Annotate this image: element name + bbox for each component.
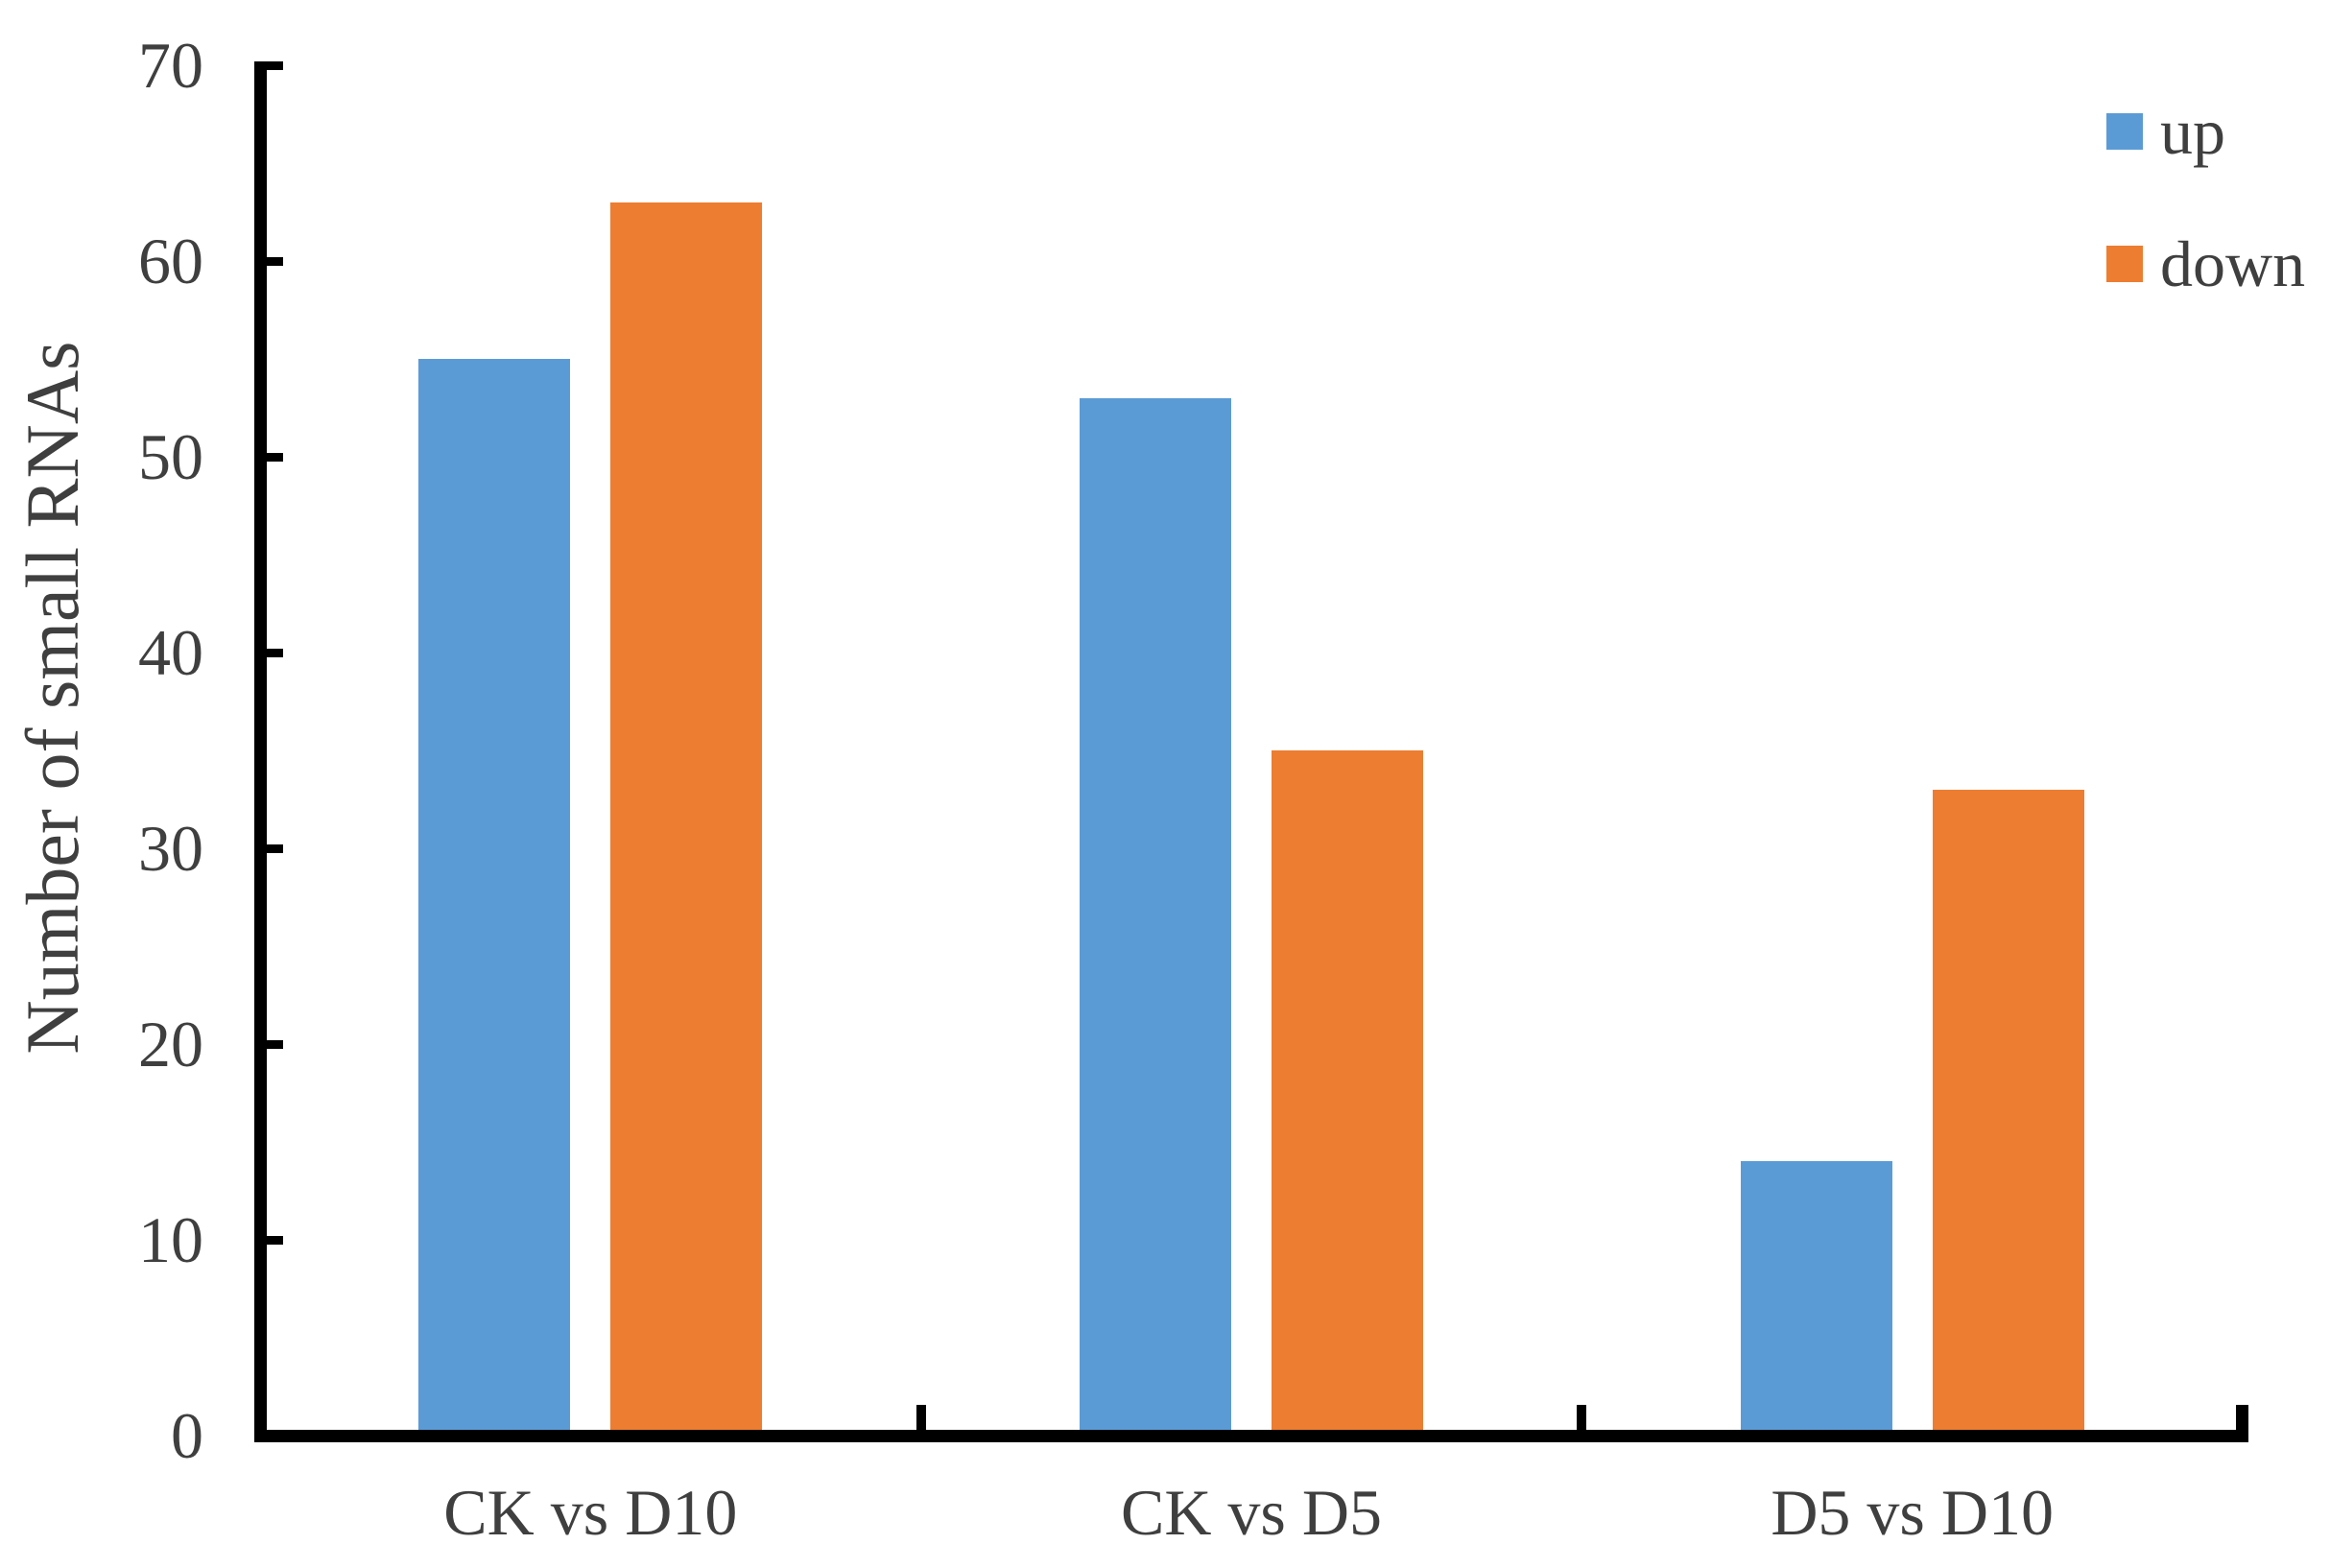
y-tick-mark [254,61,283,70]
bar-up-2 [1080,397,1231,1436]
y-tick-label: 0 [171,1399,203,1472]
bar-up-1 [418,359,571,1436]
x-axis-boundary-tick [1577,1405,1587,1436]
y-tick-mark [254,1040,283,1049]
y-tick-mark [254,453,283,462]
x-category-label: CK vs D10 [443,1476,738,1549]
legend-swatch-down [2106,246,2143,282]
y-tick-label: 10 [138,1203,203,1276]
y-tick-mark [254,1236,283,1245]
y-tick-label: 40 [138,616,203,689]
x-axis-boundary-tick [915,1405,926,1436]
bar-down-3 [1932,789,2084,1436]
x-axis-line [254,1430,2248,1442]
legend-swatch-up [2106,113,2143,150]
y-tick-label: 70 [138,29,203,102]
y-tick-label: 20 [138,1008,203,1081]
y-axis-title: Number of small RNAs [11,341,94,1055]
legend-label-down: down [2160,227,2306,300]
legend-item-down: down [2106,227,2305,300]
bar-up-3 [1740,1161,1892,1436]
legend-item-up: up [2106,95,2225,168]
y-tick-mark [254,257,283,266]
y-tick-mark [254,844,283,853]
bar-down-2 [1272,750,1423,1436]
legend-label-up: up [2160,95,2225,168]
y-tick-label: 30 [138,812,203,885]
x-axis-end-tick [2236,1405,2248,1442]
y-tick-label: 60 [138,225,203,297]
y-tick-label: 50 [138,420,203,493]
y-tick-mark [254,649,283,657]
x-category-label: CK vs D5 [1120,1476,1383,1549]
bar-down-1 [610,202,763,1436]
x-category-label: D5 vs D10 [1771,1476,2054,1549]
y-axis-line [254,61,267,1442]
